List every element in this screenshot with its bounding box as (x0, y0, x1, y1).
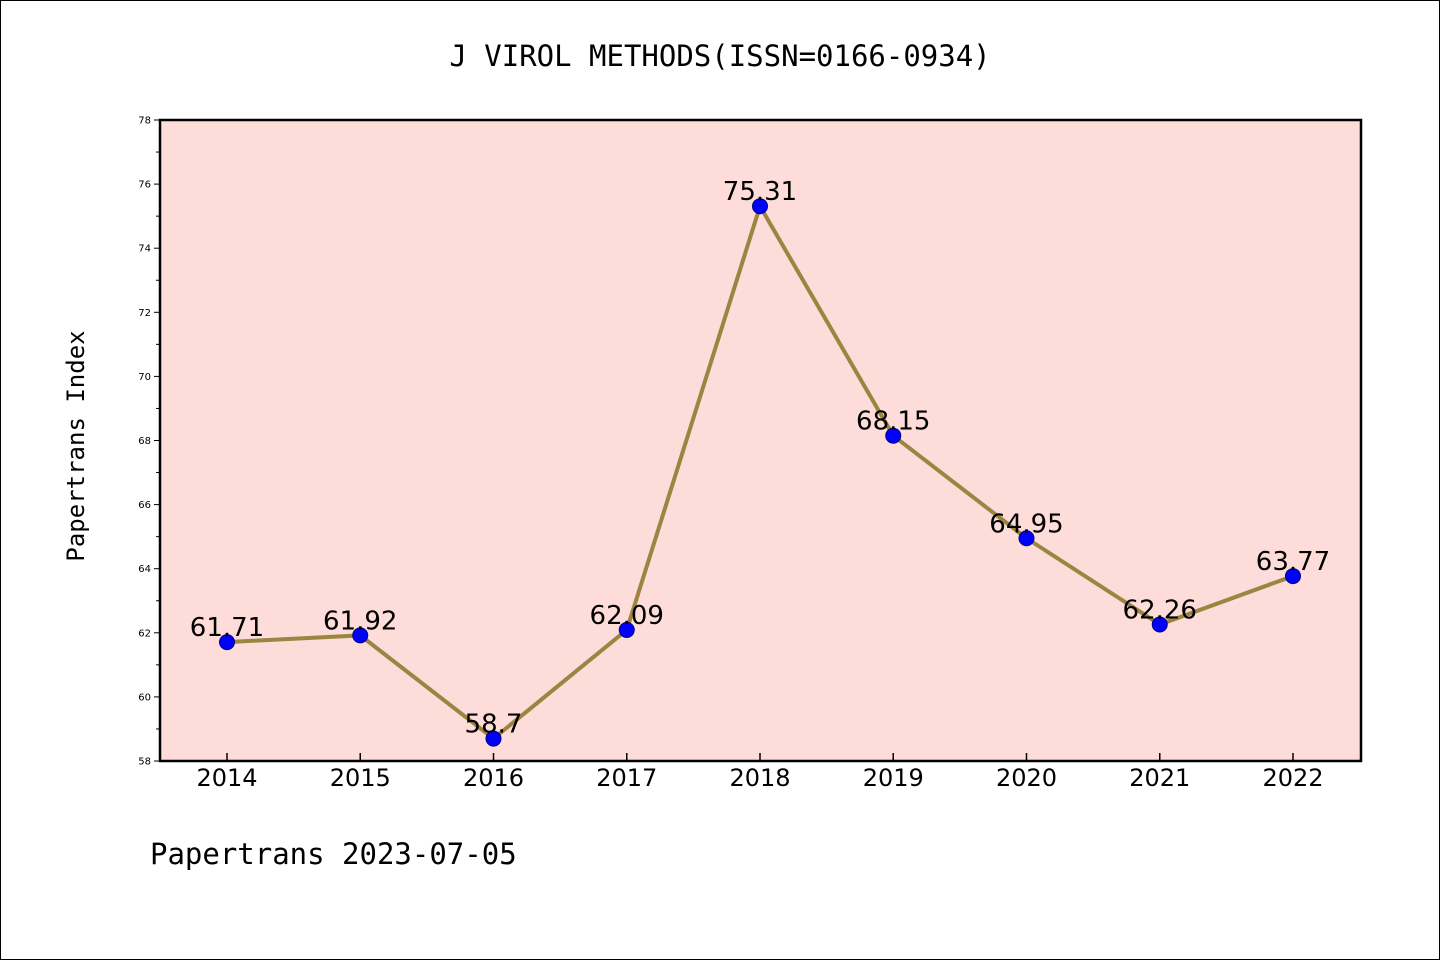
data-point (885, 427, 902, 444)
y-tick-label: 72 (138, 308, 151, 319)
y-tick-label: 60 (138, 692, 151, 703)
data-label: 75.31 (723, 177, 797, 207)
x-tick-label: 2020 (996, 764, 1057, 792)
x-tick-label: 2016 (463, 764, 524, 792)
data-label: 62.09 (590, 601, 664, 631)
y-tick-label: 64 (138, 564, 151, 575)
data-label: 63.77 (1256, 547, 1330, 577)
data-markers (219, 198, 1301, 747)
y-tick-label: 62 (138, 628, 151, 639)
data-point (485, 730, 502, 747)
data-point (1018, 530, 1035, 547)
data-label: 61.92 (323, 606, 397, 636)
x-tick-label: 2022 (1262, 764, 1323, 792)
x-axis: 2014 2015 2016 2017 2018 2019 2020 2021 2022 (196, 753, 1324, 792)
data-point (618, 621, 635, 638)
data-point (752, 198, 768, 215)
data-labels: 61.71 61.92 58.7 62.09 75.31 68.15 64.95 62.26 6… (190, 177, 1330, 739)
y-axis: 58 60 62 64 66 68 70 72 74 76 78 (138, 116, 160, 768)
y-axis-label: Papertrans Index (62, 330, 90, 561)
data-label: 61.71 (190, 613, 264, 643)
data-label: 58.7 (465, 710, 523, 740)
x-tick-label: 2015 (330, 764, 391, 792)
y-tick-label: 74 (138, 244, 151, 255)
x-tick-label: 2019 (863, 764, 924, 792)
data-point (219, 634, 235, 651)
x-tick-label: 2017 (596, 764, 657, 792)
chart-title: J VIROL METHODS(ISSN=0166-0934) (449, 39, 990, 73)
y-tick-label: 58 (138, 757, 151, 768)
x-tick-label: 2018 (729, 764, 790, 792)
y-tick-label: 70 (138, 372, 151, 383)
x-tick-label: 2014 (196, 764, 257, 792)
data-point (1151, 616, 1168, 633)
y-tick-label: 68 (138, 436, 151, 447)
footer-date: Papertrans 2023-07-05 (150, 837, 517, 871)
data-label: 68.15 (856, 407, 930, 437)
data-label: 62.26 (1123, 595, 1197, 625)
data-point (1285, 568, 1301, 585)
plot-border (158, 118, 1363, 763)
y-tick-label: 78 (138, 116, 151, 127)
data-label: 64.95 (989, 509, 1063, 539)
y-tick-label: 66 (138, 500, 151, 511)
y-tick-label: 76 (138, 180, 151, 191)
plot-area (160, 120, 1361, 761)
data-point (352, 627, 369, 644)
x-tick-label: 2021 (1129, 764, 1190, 792)
